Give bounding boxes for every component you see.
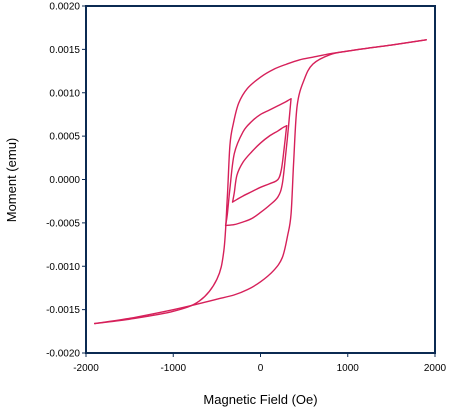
x-tick-label: -1000 — [160, 363, 186, 374]
x-tick-label: 0 — [258, 363, 264, 374]
y-tick-label: 0.0010 — [49, 88, 80, 99]
x-axis-label: Magnetic Field (Oe) — [203, 392, 317, 407]
x-tick-label: 1000 — [337, 363, 360, 374]
y-tick-label: 0.0000 — [49, 175, 80, 186]
y-tick-label: 0.0015 — [49, 45, 80, 56]
y-axis-label: Moment (emu) — [4, 138, 19, 223]
hysteresis-branch-5 — [231, 125, 288, 203]
y-tick-label: 0.0005 — [49, 132, 80, 143]
hysteresis-branch-4 — [224, 98, 292, 227]
y-tick-label: -0.0020 — [46, 349, 80, 360]
y-tick-label: 0.0020 — [49, 2, 80, 13]
hysteresis-curves — [94, 39, 427, 325]
y-tick-label: -0.0015 — [46, 305, 80, 316]
hysteresis-branch-3 — [224, 98, 292, 227]
y-tick-label: -0.0010 — [46, 262, 80, 273]
x-axis-ticks: -2000 -1000 0 1000 2000 — [73, 353, 447, 374]
y-tick-label: -0.0005 — [46, 218, 80, 229]
hysteresis-branch-2 — [94, 39, 427, 325]
plot-frame — [85, 5, 436, 354]
hysteresis-branch-6 — [231, 125, 288, 203]
x-tick-label: 2000 — [424, 363, 447, 374]
y-axis-ticks: 0.0020 0.0015 0.0010 0.0005 0.0000 -0.0005 -0.… — [46, 2, 86, 360]
x-tick-label: -2000 — [73, 363, 99, 374]
